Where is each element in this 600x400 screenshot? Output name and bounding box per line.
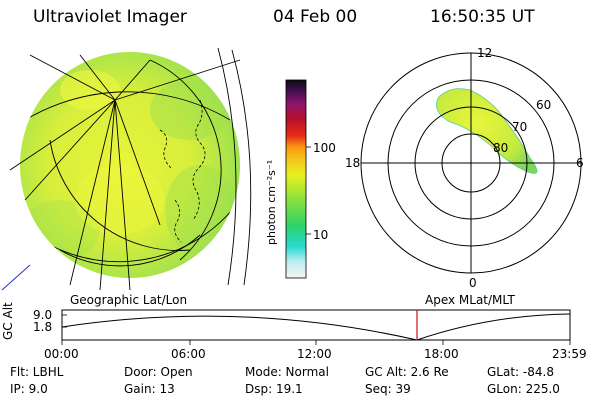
time-label: 16:50:35 UT	[430, 7, 535, 27]
polar-lat-70: 70	[512, 120, 528, 134]
auroral-oval	[436, 88, 538, 174]
altitude-xtick-1200: 12:00	[297, 347, 332, 361]
altitude-xtick-0600: 06:00	[171, 347, 206, 361]
polar-lat-80: 80	[493, 141, 509, 155]
colorbar-tick-100: 100	[313, 141, 336, 155]
polar-hour-18: 18	[345, 156, 361, 170]
geographic-label: Geographic Lat/Lon	[70, 293, 188, 307]
status-glat: GLat: -84.8	[487, 365, 554, 379]
status-mode: Mode: Normal	[245, 365, 329, 379]
polar-plot	[360, 52, 582, 274]
altitude-xtick-0000: 00:00	[44, 347, 79, 361]
polar-lat-60: 60	[536, 98, 552, 112]
polar-hour-12: 12	[477, 46, 493, 60]
status-glon: GLon: 225.0	[487, 382, 560, 396]
instrument-title: Ultraviolet Imager	[33, 7, 187, 27]
status-door: Door: Open	[124, 365, 193, 379]
polar-hour-6: 6	[576, 156, 584, 170]
status-ip: IP: 9.0	[10, 382, 48, 396]
status-dsp: Dsp: 19.1	[245, 382, 303, 396]
altitude-ytick-1.8: 1.8	[33, 320, 53, 334]
altitude-ytick-9: 9.0	[33, 308, 53, 322]
colorbar-tick-10: 10	[313, 228, 329, 242]
status-seq: Seq: 39	[365, 382, 411, 396]
colorbar	[285, 79, 311, 279]
polar-hour-0: 0	[469, 276, 477, 290]
status-flt: Flt: LBHL	[10, 365, 64, 379]
altitude-plot	[61, 309, 571, 345]
altitude-curve	[61, 313, 571, 341]
colorbar-label: photon cm⁻²s⁻¹	[265, 159, 278, 245]
status-gcalt: GC Alt: 2.6 Re	[365, 365, 449, 379]
date-label: 04 Feb 00	[273, 7, 358, 27]
altitude-xtick-2359: 23:59	[552, 347, 587, 361]
apex-label: Apex MLat/MLT	[425, 293, 515, 307]
status-gain: Gain: 13	[124, 382, 175, 396]
earth-disk-image	[1, 47, 252, 291]
altitude-ylabel: GC Alt	[1, 302, 15, 340]
altitude-xtick-1800: 18:00	[424, 347, 459, 361]
